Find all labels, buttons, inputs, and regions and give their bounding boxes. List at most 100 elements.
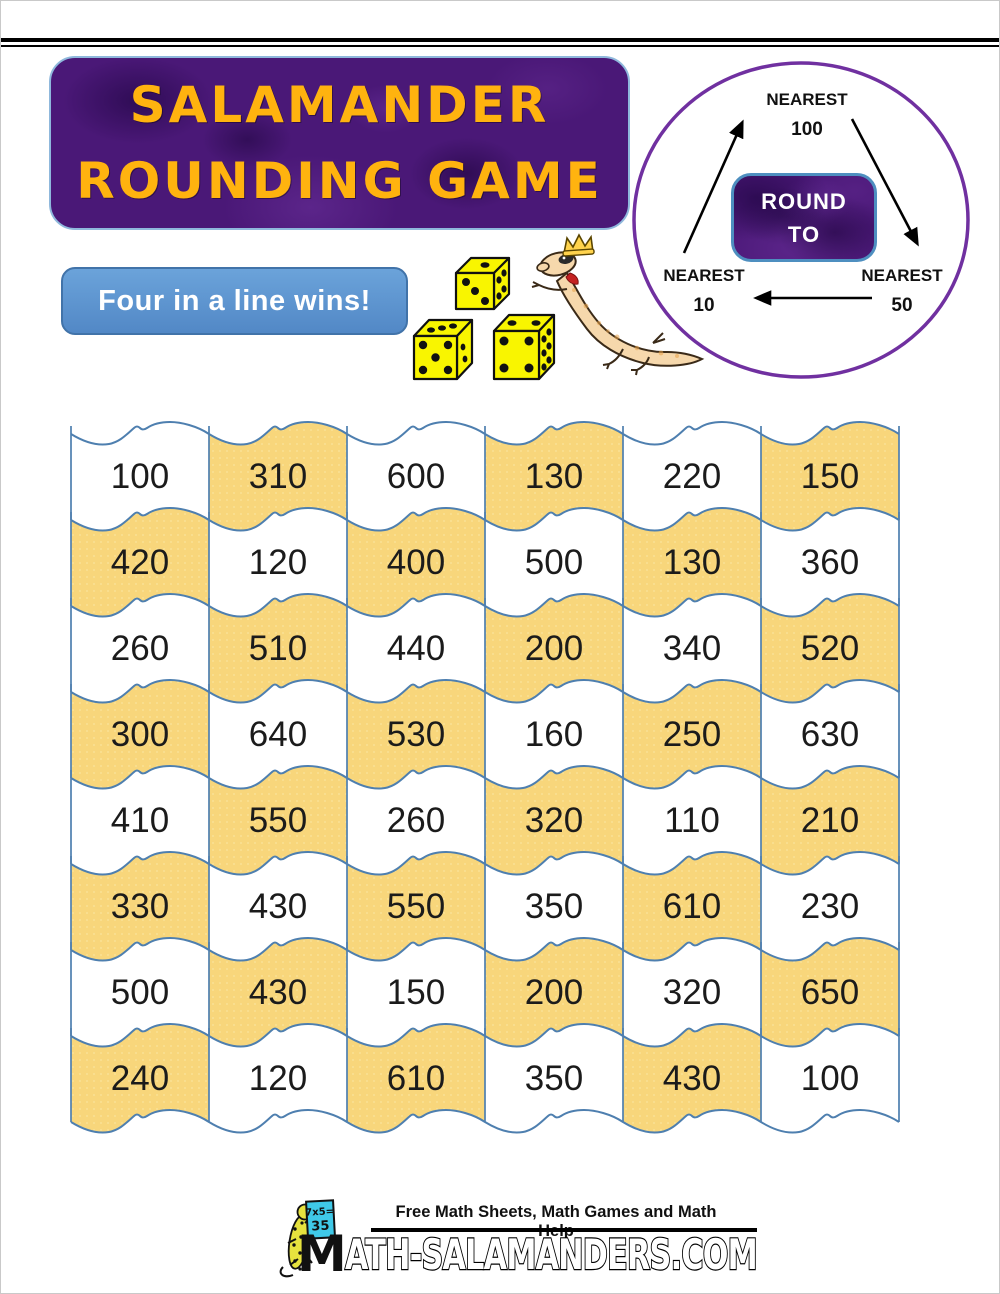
- grid-cell-number: 360: [801, 543, 859, 582]
- grid-cell-r8c5[interactable]: 430: [623, 1024, 761, 1133]
- grid-cell-number: 150: [387, 973, 445, 1012]
- grid-cell-r7c3[interactable]: 150: [347, 938, 485, 1047]
- grid-cell-number: 220: [663, 457, 721, 496]
- top-rule-thin: [1, 45, 999, 47]
- grid-cell-number: 120: [249, 1059, 307, 1098]
- grid-cell-number: 630: [801, 715, 859, 754]
- grid-cell-r3c4[interactable]: 200: [485, 594, 623, 703]
- grid-cell-number: 610: [387, 1059, 445, 1098]
- grid-cell-number: 110: [664, 801, 720, 840]
- grid-cell-number: 260: [111, 629, 169, 668]
- grid-cell-r8c2[interactable]: 120: [209, 1024, 347, 1133]
- round-to-line-1: ROUND: [761, 188, 847, 214]
- grid-cell-r1c4[interactable]: 130: [485, 422, 623, 531]
- grid-cell-number: 120: [249, 543, 307, 582]
- grid-cell-r2c3[interactable]: 400: [347, 508, 485, 617]
- grid-cell-r5c3[interactable]: 260: [347, 766, 485, 875]
- grid-cell-r3c5[interactable]: 340: [623, 594, 761, 703]
- grid-cell-r6c6[interactable]: 230: [761, 852, 899, 961]
- grid-cell-r7c4[interactable]: 200: [485, 938, 623, 1047]
- grid-cell-number: 160: [525, 715, 583, 754]
- grid-cell-number: 320: [525, 801, 583, 840]
- grid-cell-r5c2[interactable]: 550: [209, 766, 347, 875]
- grid-cell-number: 430: [249, 973, 307, 1012]
- die-icon: [492, 313, 556, 381]
- grid-cell-number: 100: [111, 457, 169, 496]
- grid-cell-r6c4[interactable]: 350: [485, 852, 623, 961]
- grid-cell-r5c5[interactable]: 110: [623, 766, 761, 875]
- grid-cell-r1c2[interactable]: 310: [209, 422, 347, 531]
- grid-cell-r6c1[interactable]: 330: [71, 852, 209, 961]
- grid-cell-r6c5[interactable]: 610: [623, 852, 761, 961]
- grid-cell-r5c4[interactable]: 320: [485, 766, 623, 875]
- grid-cell-number: 400: [387, 543, 445, 582]
- grid-cell-r2c2[interactable]: 120: [209, 508, 347, 617]
- grid-cell-r2c5[interactable]: 130: [623, 508, 761, 617]
- grid-cell-number: 510: [249, 629, 307, 668]
- grid-cell-r8c3[interactable]: 610: [347, 1024, 485, 1133]
- arrow-up-icon: [682, 119, 744, 254]
- grid-cell-number: 500: [525, 543, 583, 582]
- grid-cell-number: 420: [111, 543, 169, 582]
- grid-cell-r8c1[interactable]: 240: [71, 1024, 209, 1133]
- grid-cell-number: 440: [387, 629, 445, 668]
- grid-cell-number: 300: [111, 715, 169, 754]
- cycle-circle: [632, 61, 970, 379]
- grid-cell-number: 200: [525, 629, 583, 668]
- salamander-mascot-illustration: [531, 233, 705, 376]
- arrow-down-icon: [850, 118, 919, 247]
- grid-cell-r3c1[interactable]: 260: [71, 594, 209, 703]
- grid-cell-number: 250: [663, 715, 721, 754]
- cycle-node-nearest-50-value: 50: [891, 295, 913, 316]
- grid-cell-r7c5[interactable]: 320: [623, 938, 761, 1047]
- grid-cell-r2c1[interactable]: 420: [71, 508, 209, 617]
- grid-cell-r1c3[interactable]: 600: [347, 422, 485, 531]
- grid-cell-r2c6[interactable]: 360: [761, 508, 899, 617]
- grid-cell-r4c4[interactable]: 160: [485, 680, 623, 789]
- grid-cell-r4c1[interactable]: 300: [71, 680, 209, 789]
- grid-cell-r6c2[interactable]: 430: [209, 852, 347, 961]
- grid-cell-r5c1[interactable]: 410: [71, 766, 209, 875]
- grid-cell-number: 260: [387, 801, 445, 840]
- grid-cell-number: 650: [801, 973, 859, 1012]
- site-name-text: ATH-SALAMANDERS.COM: [345, 1230, 757, 1279]
- grid-cell-r4c6[interactable]: 630: [761, 680, 899, 789]
- grid-cell-r3c2[interactable]: 510: [209, 594, 347, 703]
- grid-cell-r7c2[interactable]: 430: [209, 938, 347, 1047]
- grid-cell-r3c6[interactable]: 520: [761, 594, 899, 703]
- grid-cell-r7c1[interactable]: 500: [71, 938, 209, 1047]
- grid-cell-number: 500: [111, 973, 169, 1012]
- grid-cell-r5c6[interactable]: 210: [761, 766, 899, 875]
- round-to-box: ROUND TO: [731, 173, 877, 262]
- grid-cell-r6c3[interactable]: 550: [347, 852, 485, 961]
- grid-cell-r4c5[interactable]: 250: [623, 680, 761, 789]
- logo-board-text-1: 7x5=: [305, 1206, 334, 1218]
- grid-cell-number: 240: [111, 1059, 169, 1098]
- die-icon: [454, 256, 511, 311]
- grid-cell-r1c1[interactable]: 100: [71, 422, 209, 531]
- logo-m-letter: M: [297, 1225, 347, 1283]
- title-line-1: SALAMANDER: [129, 76, 550, 134]
- grid-cell-number: 330: [111, 887, 169, 926]
- grid-cell-number: 130: [525, 457, 583, 496]
- grid-cell-number: 430: [249, 887, 307, 926]
- round-to-line-2: TO: [787, 221, 821, 247]
- grid-cell-r4c2[interactable]: 640: [209, 680, 347, 789]
- grid-cell-number: 530: [387, 715, 445, 754]
- grid-cell-r7c6[interactable]: 650: [761, 938, 899, 1047]
- grid-cell-r4c3[interactable]: 530: [347, 680, 485, 789]
- grid-cell-number: 350: [525, 1059, 583, 1098]
- grid-cell-r1c5[interactable]: 220: [623, 422, 761, 531]
- grid-cell-r8c6[interactable]: 100: [761, 1024, 899, 1133]
- grid-cell-number: 550: [387, 887, 445, 926]
- grid-cell-r3c3[interactable]: 440: [347, 594, 485, 703]
- title-line-2: ROUNDING GAME: [76, 152, 603, 210]
- grid-cell-r8c4[interactable]: 350: [485, 1024, 623, 1133]
- grid-cell-r1c6[interactable]: 150: [761, 422, 899, 531]
- grid-cell-r2c4[interactable]: 500: [485, 508, 623, 617]
- grid-cell-number: 610: [663, 887, 721, 926]
